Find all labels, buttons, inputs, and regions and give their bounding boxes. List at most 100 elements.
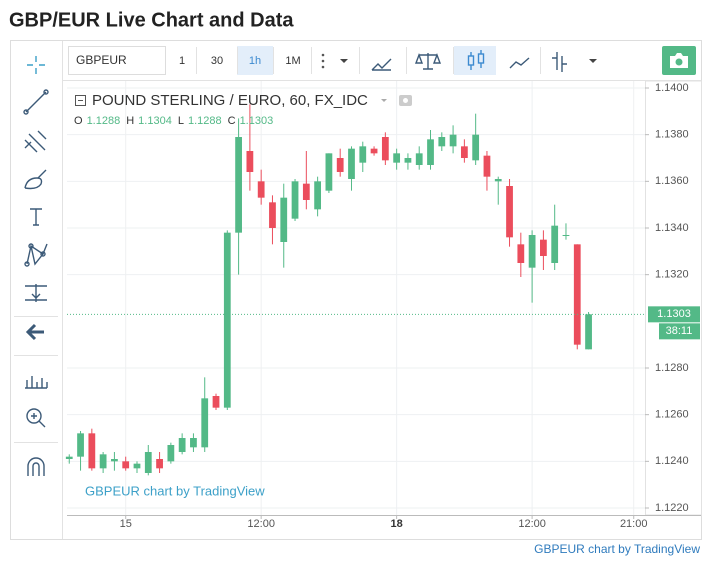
ohlc-value: 1.1288 (188, 115, 222, 127)
credit-link[interactable]: GBPEUR chart by TradingView (534, 542, 700, 556)
ohlc-value: 1.1288 (87, 115, 121, 127)
candle-body (269, 202, 276, 228)
candle-body (246, 151, 254, 172)
indicators-button[interactable] (371, 58, 392, 71)
pattern-tool[interactable] (24, 243, 48, 267)
countdown-box (659, 323, 700, 340)
active-interval-bg (237, 46, 273, 75)
candle-body (257, 181, 265, 198)
candle-body (291, 181, 299, 219)
x-tick-label: 12:00 (518, 518, 546, 530)
crosshair-tool[interactable] (27, 56, 45, 74)
measure-tool[interactable] (25, 376, 48, 389)
candles-button[interactable] (467, 50, 485, 70)
symbol-box[interactable] (68, 46, 166, 75)
interval-button[interactable]: 1h (249, 55, 261, 67)
magnet-tool[interactable] (27, 457, 45, 476)
ohlc-legend: O 1.1288 H 1.1304 L 1.1288 C 1.1303 (74, 115, 273, 127)
candle-body (460, 146, 468, 158)
y-tick-label: 1.1340 (655, 222, 689, 234)
bars-button[interactable] (552, 52, 567, 72)
interval-button[interactable]: 30 (211, 55, 223, 67)
watermark: GBPEUR chart by TradingView (85, 483, 265, 498)
page-title: GBP/EUR Live Chart and Data (9, 9, 294, 31)
candle-body (348, 148, 355, 179)
ohlc-key: H (126, 115, 134, 127)
candle-body (111, 459, 118, 462)
candle-body (212, 396, 220, 408)
candle-body (438, 137, 446, 147)
candle-body (494, 179, 502, 182)
candle-body (65, 456, 73, 459)
candle-body (517, 244, 525, 263)
candle-body (427, 139, 434, 165)
hide-toolbar[interactable] (25, 323, 44, 341)
candle-body (144, 452, 152, 473)
y-tick-label: 1.1380 (655, 129, 689, 141)
candle-body (133, 463, 141, 469)
candle-body (562, 235, 570, 236)
fib-tool[interactable] (24, 130, 47, 153)
candle-body (190, 438, 197, 448)
candle-body (167, 445, 175, 462)
interval-button[interactable]: 1 (179, 55, 185, 67)
candle-body (472, 134, 480, 161)
plot-area (65, 81, 645, 515)
interval-dropdown[interactable] (340, 59, 348, 63)
candle-body (359, 146, 367, 163)
top-toolbar: GBPEUR (68, 46, 696, 75)
candle-body (551, 225, 559, 263)
compare-button[interactable] (414, 53, 442, 70)
y-tick-label: 1.1240 (655, 455, 689, 467)
candle-body (302, 183, 310, 200)
text-tool[interactable] (30, 208, 42, 226)
y-tick-label: 1.1320 (655, 269, 689, 281)
symbol: GBPEUR (76, 53, 127, 67)
series-title: POUND STERLING / EURO, 60, FX_IDC (92, 92, 368, 109)
ohlc-key: O (74, 115, 83, 127)
x-tick-label: 15 (120, 518, 132, 530)
zoom-tool[interactable] (26, 408, 46, 428)
y-tick-label: 1.1400 (655, 82, 689, 94)
prediction-tool[interactable] (25, 284, 47, 302)
y-tick-label: 1.1220 (655, 502, 689, 514)
y-tick-label: 1.1280 (655, 362, 689, 374)
candle-body (280, 197, 288, 242)
chart-type-dropdown[interactable] (589, 59, 597, 63)
candle-body (223, 232, 231, 408)
candle-body (336, 158, 344, 172)
candle-body (370, 148, 378, 154)
x-tick-label: 18 (391, 518, 403, 530)
candle-body (393, 153, 401, 163)
candle-body (314, 181, 322, 210)
ohlc-key: L (178, 115, 184, 127)
candle-body (449, 134, 457, 147)
candle-body (585, 314, 592, 350)
drawing-toolbar (14, 56, 58, 476)
ohlc-value: 1.1303 (240, 115, 274, 127)
interval-button[interactable]: 1M (285, 55, 300, 67)
candle-body (122, 461, 130, 469)
x-tick-label: 12:00 (247, 518, 275, 530)
candle-body (573, 244, 581, 345)
last-price-box (648, 306, 700, 323)
countdown: 38:11 (666, 325, 693, 337)
trendline-tool[interactable] (23, 89, 49, 115)
candle-body (404, 158, 412, 163)
ohlc-value: 1.1304 (138, 115, 172, 127)
candle-body (88, 433, 96, 469)
area-button[interactable] (509, 57, 530, 69)
y-tick-label: 1.1260 (655, 409, 689, 421)
candle-body (235, 137, 242, 233)
candle-body (325, 153, 333, 191)
candle-body (178, 438, 186, 452)
candle-body (540, 239, 547, 256)
last-price-label: 1.1303 (657, 308, 691, 320)
brush-tool[interactable] (24, 169, 47, 190)
candle-body (381, 137, 389, 161)
candle-body (506, 186, 513, 238)
y-tick-label: 1.1360 (655, 175, 689, 187)
candle-body (483, 155, 491, 177)
ohlc-key: C (228, 115, 236, 127)
